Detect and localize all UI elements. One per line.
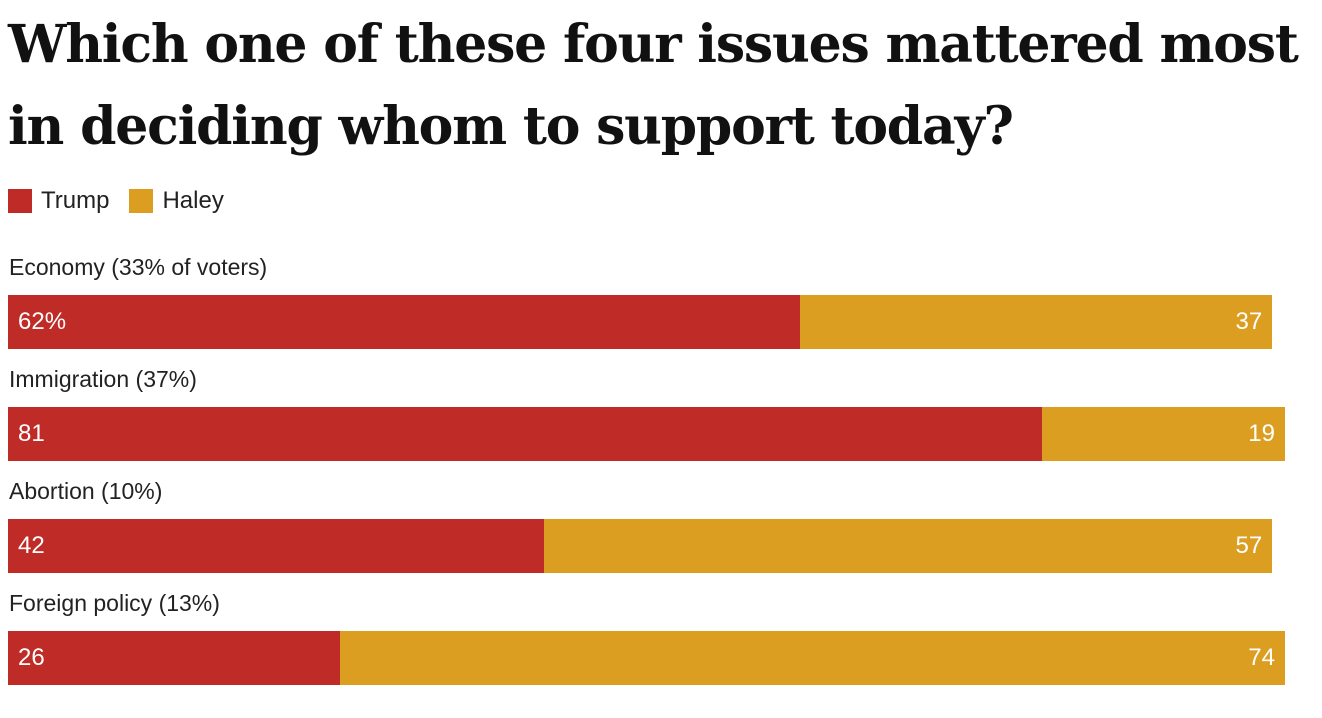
data-label-trump-foreign-policy: 26 [18,644,45,671]
bar-haley-immigration: 19 [1042,407,1285,461]
data-label-haley-economy: 37 [1235,308,1263,335]
bar-trump-economy: 62% [8,295,800,349]
data-label-trump-immigration: 81 [18,420,45,447]
bar-row-economy: 62% 37 [8,295,1273,349]
data-label-haley-foreign-policy: 74 [1248,644,1275,671]
data-label-haley-immigration: 19 [1248,420,1275,447]
bar-haley-abortion: 57 [544,519,1273,573]
data-label-haley-abortion: 57 [1235,532,1263,559]
category-label-abortion: Abortion (10%) [9,478,163,504]
category-label-immigration: Immigration (37%) [9,366,197,392]
category-label-economy: Economy (33% of voters) [9,254,268,280]
bar-row-immigration: 81 19 [8,407,1285,461]
bar-haley-economy: 37 [799,295,1273,349]
chart-title: Which one of these four issues mattered … [8,14,1299,157]
legend-item-trump: Trump [8,187,109,215]
bar-haley-foreign-policy: 74 [340,631,1285,685]
legend-label-haley: Haley [162,187,224,214]
bar-row-abortion: 42 57 [8,519,1273,573]
legend-swatch-haley [129,189,154,213]
data-label-trump-abortion: 42 [18,532,45,559]
legend-label-trump: Trump [41,187,110,214]
category-label-foreign-policy: Foreign policy (13%) [9,590,220,616]
legend-item-haley: Haley [129,187,224,215]
bar-trump-abortion: 42 [8,519,545,573]
bar-row-foreign-policy: 26 74 [8,631,1285,685]
bar-trump-foreign-policy: 26 [8,631,341,685]
data-label-trump-economy: 62% [18,308,67,335]
legend: Trump Haley [8,186,244,216]
legend-swatch-trump [8,189,32,213]
bar-chart: Economy (33% of voters) 62% 37 Immigration … [8,250,1298,700]
bar-trump-immigration: 81 [8,407,1043,461]
